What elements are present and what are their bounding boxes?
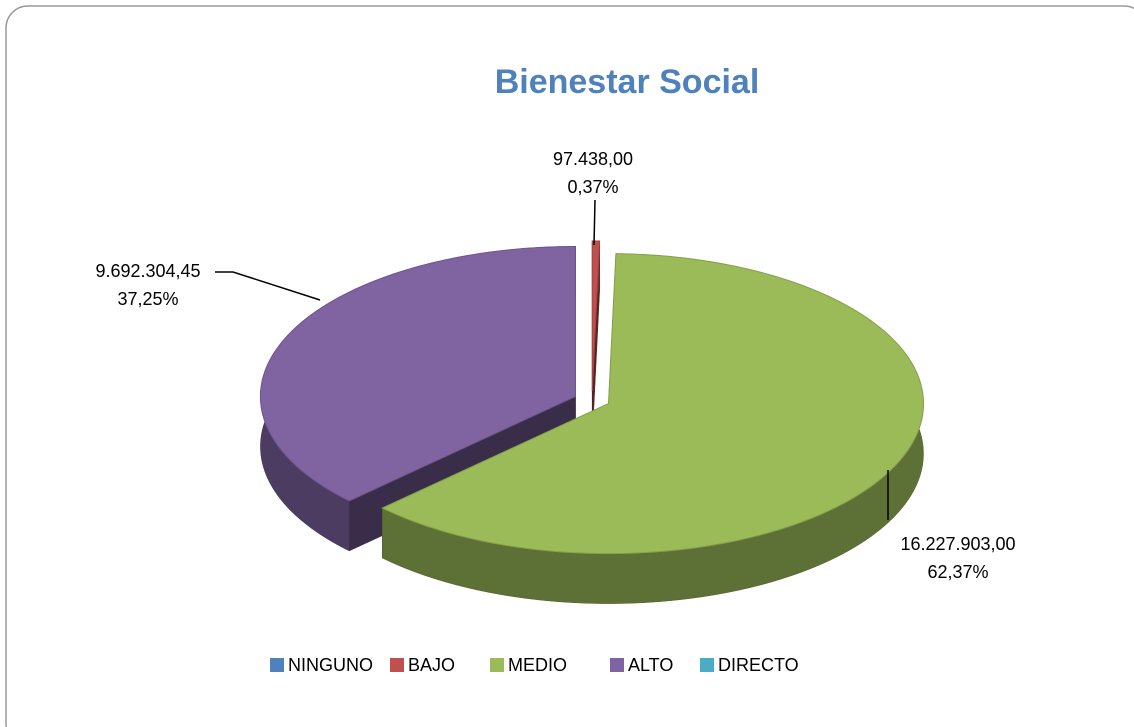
leader-line xyxy=(593,199,596,246)
legend-label: MEDIO xyxy=(508,655,567,675)
legend-label: NINGUNO xyxy=(288,655,373,675)
leader-line xyxy=(215,271,321,301)
legend-label: ALTO xyxy=(628,655,673,675)
pie-slice xyxy=(381,253,924,555)
legend-label: DIRECTO xyxy=(718,655,799,675)
data-label-percent: 62,37% xyxy=(927,562,988,582)
pie-slice xyxy=(259,245,576,502)
data-label-value: 97.438,00 xyxy=(553,149,633,169)
legend-swatch xyxy=(390,658,404,672)
legend-label: BAJO xyxy=(408,655,455,675)
data-label-percent: 0,37% xyxy=(567,177,618,197)
legend-swatch xyxy=(270,658,284,672)
chart-title: Bienestar Social xyxy=(495,63,760,101)
pie-tops xyxy=(259,240,924,555)
data-label-percent: 37,25% xyxy=(117,289,178,309)
data-label-value: 9.692.304,45 xyxy=(95,261,200,281)
data-label-value: 16.227.903,00 xyxy=(900,534,1015,554)
legend-swatch xyxy=(700,658,714,672)
legend-swatch xyxy=(490,658,504,672)
legend-swatch xyxy=(610,658,624,672)
pie-slice xyxy=(591,240,601,392)
